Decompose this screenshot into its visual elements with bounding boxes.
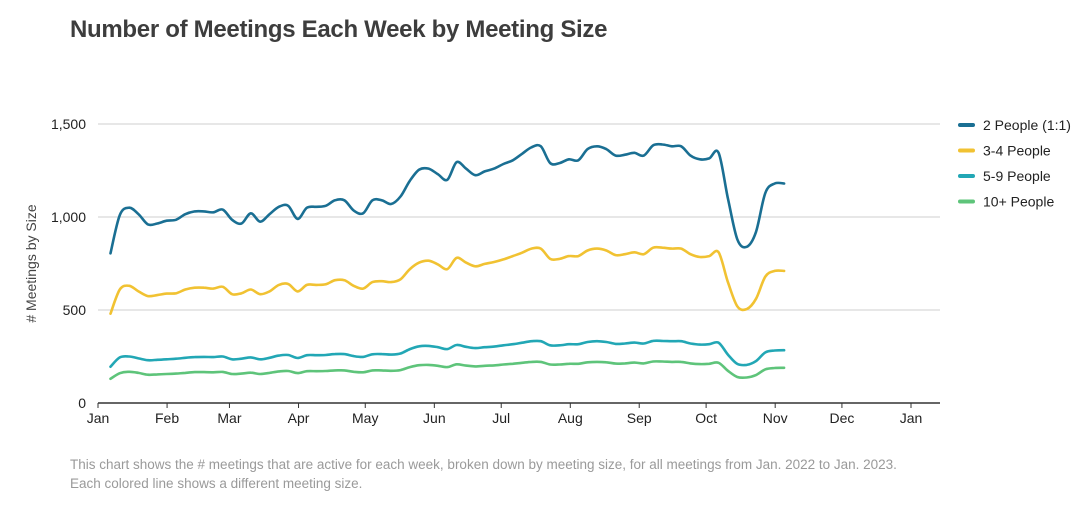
x-tick-label: May: [352, 410, 378, 426]
chart-title: Number of Meetings Each Week by Meeting …: [70, 16, 608, 43]
y-tick-label: 0: [78, 395, 86, 411]
legend-label-1: 2 People (1:1): [983, 117, 1071, 133]
x-tick-label: Apr: [288, 410, 310, 426]
caption-line-1: This chart shows the # meetings that are…: [70, 457, 897, 472]
x-tick-label: Jun: [423, 410, 446, 426]
x-tick-label: Jan: [87, 410, 110, 426]
x-tick-label: Oct: [695, 410, 717, 426]
series-lines: [109, 142, 786, 381]
x-tick-label: Dec: [829, 410, 854, 426]
series-line-4: [109, 360, 786, 381]
chart-caption: This chart shows the # meetings that are…: [70, 455, 970, 493]
gridlines: [98, 123, 940, 311]
y-axis-ticks: 0 500 1,000 1,500: [51, 116, 86, 411]
x-tick-label: Nov: [763, 410, 788, 426]
y-tick-label: 1,500: [51, 116, 86, 132]
legend-label-4: 10+ People: [983, 194, 1054, 210]
legend-label-3: 5-9 People: [983, 168, 1051, 184]
legend: 2 People (1:1) 3-4 People 5-9 People 10+ Pe…: [958, 117, 1071, 210]
line-chart: 0 500 1,000 1,500 Jan Feb Mar Apr May Jun Jul Aug S…: [23, 116, 1071, 426]
y-axis-label: # Meetings by Size: [23, 204, 39, 322]
x-tick-label: Feb: [155, 410, 179, 426]
series-line-3: [109, 339, 786, 368]
legend-label-2: 3-4 People: [983, 143, 1051, 159]
y-tick-label: 500: [63, 302, 87, 318]
x-axis-ticks: Jan Feb Mar Apr May Jun Jul Aug Sep Oct Nov Dec Jan: [87, 403, 923, 426]
series-line-2: [109, 245, 786, 315]
caption-line-2: Each colored line shows a different meet…: [70, 476, 363, 491]
x-tick-label: Sep: [627, 410, 652, 426]
series-line-1: [109, 142, 786, 255]
x-tick-label: Aug: [558, 410, 583, 426]
x-tick-label: Jan: [900, 410, 923, 426]
x-tick-label: Mar: [217, 410, 241, 426]
x-tick-label: Jul: [492, 410, 510, 426]
y-tick-label: 1,000: [51, 209, 86, 225]
